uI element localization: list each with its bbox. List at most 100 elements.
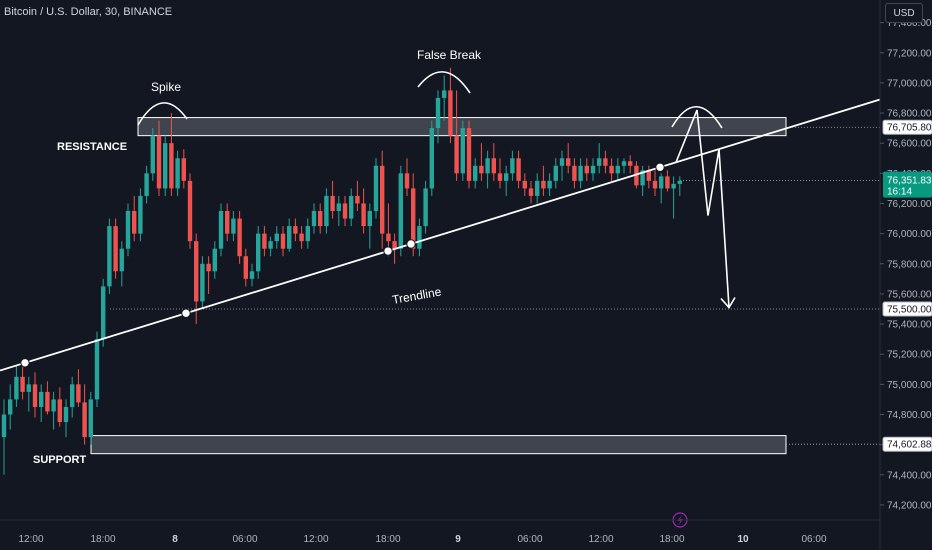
candle-body xyxy=(659,176,664,189)
candle-up xyxy=(597,143,602,174)
candle-body xyxy=(156,135,162,189)
candle-body xyxy=(150,135,155,174)
candle-body xyxy=(367,211,372,227)
candle-body xyxy=(305,226,310,242)
candle-up xyxy=(150,128,155,181)
candle-body xyxy=(665,176,670,189)
currency-button[interactable]: USD xyxy=(885,3,923,23)
candle-down xyxy=(566,143,571,174)
candle-body xyxy=(448,90,453,136)
candle-body xyxy=(516,158,521,181)
candle-body xyxy=(194,241,199,302)
candle-down xyxy=(262,226,267,257)
candle-up xyxy=(349,188,354,227)
candle-down xyxy=(355,180,360,212)
candle-body xyxy=(373,165,379,212)
candle-down xyxy=(225,203,230,242)
candle-body xyxy=(20,376,25,392)
candle-body xyxy=(206,263,211,272)
candle-body xyxy=(200,263,205,302)
candle-body xyxy=(256,233,261,272)
candle-up xyxy=(398,165,403,257)
candle-body xyxy=(466,128,472,181)
resistance-label: RESISTANCE xyxy=(57,141,127,153)
current-price-tag-box xyxy=(883,171,932,198)
candle-up xyxy=(144,165,149,204)
candle-up xyxy=(578,158,583,189)
candle-up xyxy=(367,203,372,249)
candle-up xyxy=(547,173,552,196)
candle-up xyxy=(1,399,7,475)
candle-up xyxy=(621,158,627,174)
candle-body xyxy=(572,165,577,181)
y-tick-label: 77,200.00 xyxy=(887,48,932,59)
candle-up xyxy=(107,218,112,294)
target-price-tag: 75,500.00 xyxy=(887,304,932,315)
candle-down xyxy=(603,150,608,174)
candle-body xyxy=(88,399,93,438)
candle-body xyxy=(435,97,441,129)
candle-body xyxy=(82,402,87,438)
candle-up xyxy=(163,135,168,196)
candle-up xyxy=(14,366,19,407)
support-label: SUPPORT xyxy=(33,454,86,466)
y-tick-label: 77,400.00 xyxy=(887,18,932,29)
candle-body xyxy=(485,158,490,174)
candle-down xyxy=(318,203,323,234)
price-axis[interactable]: 74,200.0074,400.0074,600.0074,800.0075,0… xyxy=(879,0,932,550)
candle-body xyxy=(144,173,149,196)
candle-body xyxy=(324,195,329,227)
candle-body xyxy=(249,271,255,279)
candle-up xyxy=(8,384,13,430)
candle-body xyxy=(119,248,124,272)
candle-up xyxy=(256,226,261,279)
candle-body xyxy=(138,195,143,234)
candle-body xyxy=(330,195,335,212)
candle-body xyxy=(76,384,81,403)
candle-body xyxy=(262,233,267,249)
candle-body xyxy=(94,339,100,400)
trendline-touch-point xyxy=(655,162,665,172)
candle-body xyxy=(268,241,273,249)
candle-down xyxy=(113,218,118,279)
y-tick-label: 75,400.00 xyxy=(887,320,932,331)
trendline-touch-point xyxy=(406,239,416,249)
candle-body xyxy=(1,414,7,438)
spike-arc xyxy=(137,102,188,126)
candle-up xyxy=(175,150,180,196)
candle-body xyxy=(392,241,397,249)
candle-body xyxy=(225,211,230,234)
candle-body xyxy=(231,218,236,234)
candle-body xyxy=(32,384,38,407)
time-axis[interactable]: 12:00 18:00 8 06:00 12:00 18:00 9 06:00 12:00 18:… xyxy=(0,519,880,545)
support-price-tag-box xyxy=(882,436,932,452)
candle-up xyxy=(287,218,292,252)
candle-up xyxy=(200,256,205,309)
candle-body xyxy=(14,376,19,400)
y-tick-label: 77,000.00 xyxy=(887,78,932,89)
projection-arc xyxy=(671,105,723,129)
y-tick-label: 76,600.00 xyxy=(887,139,932,150)
candle-down xyxy=(448,67,453,144)
candle-up xyxy=(119,241,124,287)
candle-down xyxy=(330,180,335,219)
candle-body xyxy=(125,211,131,249)
candle-down xyxy=(156,120,162,196)
candle-body xyxy=(26,384,31,392)
candle-down xyxy=(497,158,503,189)
candle-up xyxy=(138,188,143,242)
candle-body xyxy=(349,195,354,219)
trendline-label: Trendline xyxy=(391,285,443,307)
candle-body xyxy=(547,180,552,189)
x-tick-label: 06:00 xyxy=(232,534,257,545)
candle-body xyxy=(504,173,509,181)
candle-down xyxy=(280,226,286,257)
candle-down xyxy=(454,90,459,181)
y-tick-label: 76,800.00 xyxy=(887,109,932,120)
candle-body xyxy=(646,170,651,181)
candle-down xyxy=(628,155,633,174)
projected-path xyxy=(675,109,730,308)
candle-body xyxy=(473,165,478,181)
candle-down xyxy=(20,361,25,400)
